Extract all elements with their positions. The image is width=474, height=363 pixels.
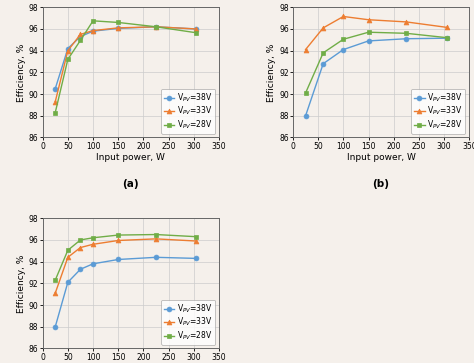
Line: V$_{PV}$=33V: V$_{PV}$=33V [53, 236, 199, 295]
V$_{PV}$=38V [153, 25, 159, 29]
V$_{PV}$=28V [340, 37, 346, 41]
V$_{PV}$=28V [365, 30, 371, 34]
V$_{PV}$=33V [153, 237, 159, 241]
V$_{PV}$=38V [115, 257, 121, 262]
V$_{PV}$=28V [193, 234, 199, 239]
V$_{PV}$=38V [90, 29, 96, 33]
V$_{PV}$=33V [78, 245, 83, 250]
V$_{PV}$=38V [303, 114, 309, 118]
V$_{PV}$=38V [444, 36, 449, 40]
V$_{PV}$=38V [78, 267, 83, 272]
X-axis label: Input power, W: Input power, W [346, 154, 416, 162]
V$_{PV}$=38V [193, 256, 199, 261]
V$_{PV}$=38V [78, 34, 83, 39]
Legend: V$_{PV}$=38V, V$_{PV}$=33V, V$_{PV}$=28V: V$_{PV}$=38V, V$_{PV}$=33V, V$_{PV}$=28V [161, 299, 215, 344]
Line: V$_{PV}$=33V: V$_{PV}$=33V [53, 24, 199, 104]
Legend: V$_{PV}$=38V, V$_{PV}$=33V, V$_{PV}$=28V: V$_{PV}$=38V, V$_{PV}$=33V, V$_{PV}$=28V [161, 89, 215, 134]
V$_{PV}$=28V [78, 238, 83, 242]
Line: V$_{PV}$=38V: V$_{PV}$=38V [303, 36, 449, 118]
V$_{PV}$=33V [115, 238, 121, 243]
Y-axis label: Efficiency, %: Efficiency, % [267, 43, 276, 102]
Y-axis label: Efficiency, %: Efficiency, % [17, 254, 26, 313]
Line: V$_{PV}$=33V: V$_{PV}$=33V [303, 14, 449, 52]
V$_{PV}$=38V [53, 325, 58, 329]
V$_{PV}$=28V [153, 232, 159, 237]
V$_{PV}$=38V [340, 48, 346, 52]
V$_{PV}$=33V [78, 32, 83, 37]
V$_{PV}$=28V [403, 31, 409, 36]
V$_{PV}$=38V [53, 86, 58, 91]
V$_{PV}$=28V [78, 38, 83, 42]
V$_{PV}$=33V [53, 99, 58, 104]
V$_{PV}$=33V [193, 239, 199, 243]
V$_{PV}$=38V [65, 280, 71, 285]
V$_{PV}$=33V [444, 25, 449, 29]
V$_{PV}$=28V [90, 236, 96, 240]
V$_{PV}$=38V [320, 61, 326, 66]
V$_{PV}$=33V [403, 20, 409, 24]
Line: V$_{PV}$=28V: V$_{PV}$=28V [53, 232, 199, 282]
X-axis label: Input power, W: Input power, W [96, 154, 165, 162]
V$_{PV}$=28V [444, 36, 449, 40]
V$_{PV}$=28V [153, 25, 159, 29]
V$_{PV}$=38V [90, 262, 96, 266]
V$_{PV}$=33V [90, 242, 96, 246]
V$_{PV}$=33V [153, 25, 159, 29]
V$_{PV}$=28V [115, 20, 121, 25]
V$_{PV}$=28V [90, 19, 96, 23]
Y-axis label: Efficiency, %: Efficiency, % [17, 43, 26, 102]
V$_{PV}$=33V [365, 17, 371, 22]
V$_{PV}$=33V [65, 255, 71, 260]
V$_{PV}$=33V [65, 49, 71, 53]
V$_{PV}$=38V [365, 39, 371, 43]
V$_{PV}$=28V [320, 51, 326, 55]
Line: V$_{PV}$=28V: V$_{PV}$=28V [303, 30, 449, 95]
Text: (b): (b) [373, 179, 390, 189]
V$_{PV}$=38V [65, 46, 71, 51]
V$_{PV}$=33V [115, 26, 121, 30]
V$_{PV}$=28V [53, 278, 58, 282]
V$_{PV}$=28V [65, 248, 71, 252]
Text: (a): (a) [122, 179, 139, 189]
V$_{PV}$=38V [115, 26, 121, 30]
V$_{PV}$=33V [193, 27, 199, 31]
V$_{PV}$=28V [65, 57, 71, 62]
V$_{PV}$=28V [53, 110, 58, 115]
V$_{PV}$=28V [115, 233, 121, 237]
Legend: V$_{PV}$=38V, V$_{PV}$=33V, V$_{PV}$=28V: V$_{PV}$=38V, V$_{PV}$=33V, V$_{PV}$=28V [411, 89, 465, 134]
V$_{PV}$=33V [340, 14, 346, 19]
Line: V$_{PV}$=38V: V$_{PV}$=38V [53, 255, 199, 329]
V$_{PV}$=33V [320, 26, 326, 30]
V$_{PV}$=38V [193, 27, 199, 31]
V$_{PV}$=33V [90, 28, 96, 33]
V$_{PV}$=38V [153, 255, 159, 260]
Line: V$_{PV}$=38V: V$_{PV}$=38V [53, 24, 199, 91]
Line: V$_{PV}$=28V: V$_{PV}$=28V [53, 19, 199, 115]
V$_{PV}$=28V [303, 91, 309, 95]
V$_{PV}$=33V [53, 291, 58, 295]
V$_{PV}$=28V [193, 30, 199, 35]
V$_{PV}$=33V [303, 48, 309, 52]
V$_{PV}$=38V [403, 37, 409, 41]
